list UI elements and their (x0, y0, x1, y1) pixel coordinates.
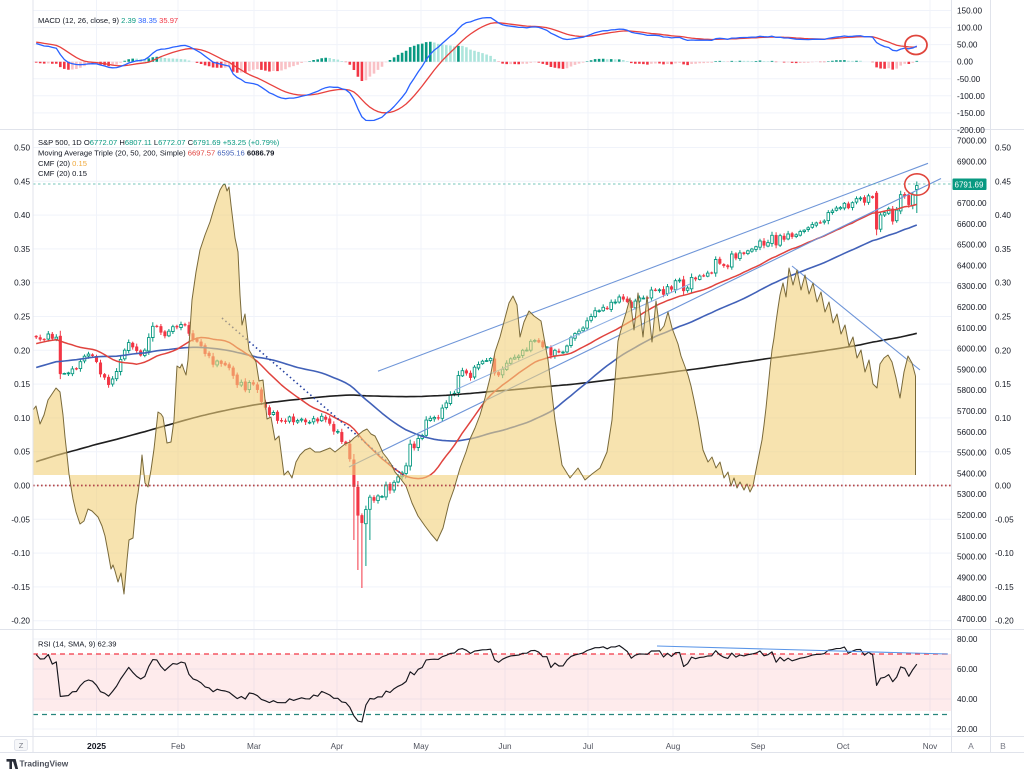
svg-text:5500.00: 5500.00 (957, 449, 987, 458)
svg-text:6500.00: 6500.00 (957, 241, 987, 250)
svg-text:6400.00: 6400.00 (957, 261, 987, 270)
svg-text:Z: Z (19, 741, 24, 750)
svg-text:150.00: 150.00 (957, 7, 982, 16)
svg-text:0.30: 0.30 (995, 279, 1011, 288)
svg-text:6700.00: 6700.00 (957, 199, 987, 208)
svg-text:0.20: 0.20 (995, 346, 1011, 355)
svg-text:0.45: 0.45 (995, 177, 1011, 186)
svg-text:60.00: 60.00 (957, 665, 978, 674)
svg-text:CMF (20) 0.15: CMF (20) 0.15 (38, 159, 87, 168)
svg-text:0.50: 0.50 (995, 144, 1011, 153)
svg-text:-100.00: -100.00 (957, 92, 985, 101)
svg-text:5900.00: 5900.00 (957, 365, 987, 374)
svg-text:6000.00: 6000.00 (957, 345, 987, 354)
svg-text:B: B (1000, 741, 1006, 751)
svg-text:2025: 2025 (87, 741, 106, 751)
svg-text:0.30: 0.30 (14, 279, 30, 288)
svg-text:100.00: 100.00 (957, 24, 982, 33)
svg-text:-150.00: -150.00 (957, 109, 985, 118)
svg-text:6791.69: 6791.69 (955, 181, 984, 190)
svg-text:5800.00: 5800.00 (957, 386, 987, 395)
svg-text:Mar: Mar (247, 742, 261, 751)
svg-text:Sep: Sep (751, 742, 766, 751)
svg-text:Jul: Jul (583, 742, 594, 751)
svg-text:0.35: 0.35 (995, 245, 1011, 254)
svg-text:0.05: 0.05 (995, 448, 1011, 457)
svg-text:6200.00: 6200.00 (957, 303, 987, 312)
svg-text:MACD (12, 26, close, 9) 2.39 3: MACD (12, 26, close, 9) 2.39 38.35 35.97 (38, 16, 178, 25)
svg-text:50.00: 50.00 (957, 41, 978, 50)
svg-text:0.00: 0.00 (14, 482, 30, 491)
svg-text:0.00: 0.00 (995, 482, 1011, 491)
svg-text:CMF (20) 0.15: CMF (20) 0.15 (38, 169, 87, 178)
svg-text:-0.20: -0.20 (11, 617, 30, 626)
svg-text:5700.00: 5700.00 (957, 407, 987, 416)
svg-text:6100.00: 6100.00 (957, 324, 987, 333)
svg-text:Feb: Feb (171, 742, 186, 751)
svg-text:6600.00: 6600.00 (957, 220, 987, 229)
svg-text:6300.00: 6300.00 (957, 282, 987, 291)
svg-text:5400.00: 5400.00 (957, 469, 987, 478)
svg-text:4800.00: 4800.00 (957, 594, 987, 603)
svg-text:0.25: 0.25 (14, 313, 30, 322)
svg-text:Nov: Nov (923, 742, 938, 751)
svg-text:RSI (14, SMA, 9) 62.39: RSI (14, SMA, 9) 62.39 (38, 640, 117, 649)
svg-text:0.15: 0.15 (995, 380, 1011, 389)
svg-text:0.40: 0.40 (14, 211, 30, 220)
svg-text:-0.05: -0.05 (995, 515, 1014, 524)
svg-text:-0.20: -0.20 (995, 617, 1014, 626)
svg-text:-200.00: -200.00 (957, 126, 985, 135)
svg-text:6900.00: 6900.00 (957, 157, 987, 166)
svg-text:0.40: 0.40 (995, 211, 1011, 220)
svg-text:A: A (968, 741, 974, 751)
svg-text:Aug: Aug (666, 742, 681, 751)
svg-text:20.00: 20.00 (957, 725, 978, 734)
svg-text:5600.00: 5600.00 (957, 428, 987, 437)
svg-text:5100.00: 5100.00 (957, 532, 987, 541)
svg-text:-50.00: -50.00 (957, 75, 981, 84)
svg-text:0.45: 0.45 (14, 177, 30, 186)
svg-text:-0.15: -0.15 (995, 583, 1014, 592)
svg-text:0.10: 0.10 (995, 414, 1011, 423)
svg-text:Apr: Apr (331, 742, 344, 751)
svg-text:0.50: 0.50 (14, 144, 30, 153)
svg-text:4900.00: 4900.00 (957, 573, 987, 582)
svg-text:0.20: 0.20 (14, 346, 30, 355)
svg-text:5000.00: 5000.00 (957, 553, 987, 562)
svg-text:80.00: 80.00 (957, 635, 978, 644)
svg-text:Jun: Jun (498, 742, 512, 751)
svg-text:0.25: 0.25 (995, 313, 1011, 322)
svg-text:5300.00: 5300.00 (957, 490, 987, 499)
svg-text:May: May (413, 742, 429, 751)
svg-text:0.00: 0.00 (957, 58, 973, 67)
svg-text:7000.00: 7000.00 (957, 137, 987, 146)
svg-text:0.10: 0.10 (14, 414, 30, 423)
svg-text:-0.15: -0.15 (11, 583, 30, 592)
svg-text:0.05: 0.05 (14, 448, 30, 457)
svg-text:Moving Average Triple (20, 50,: Moving Average Triple (20, 50, 200, Simp… (38, 149, 274, 158)
svg-text:-0.10: -0.10 (11, 549, 30, 558)
svg-text:TradingView: TradingView (20, 759, 69, 769)
svg-text:Oct: Oct (837, 742, 850, 751)
svg-text:0.35: 0.35 (14, 245, 30, 254)
svg-text:-0.05: -0.05 (11, 515, 30, 524)
svg-text:S&P 500, 1D O6772.07 H6807.11: S&P 500, 1D O6772.07 H6807.11 L6772.07 C… (38, 138, 280, 147)
svg-text:0.15: 0.15 (14, 380, 30, 389)
svg-text:-0.10: -0.10 (995, 549, 1014, 558)
svg-text:40.00: 40.00 (957, 695, 978, 704)
svg-text:5200.00: 5200.00 (957, 511, 987, 520)
svg-text:4700.00: 4700.00 (957, 615, 987, 624)
